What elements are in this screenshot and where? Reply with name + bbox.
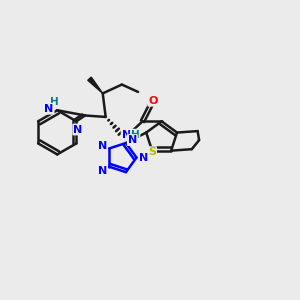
- Text: N: N: [128, 135, 137, 145]
- Text: H: H: [50, 97, 59, 107]
- Text: N: N: [44, 104, 54, 114]
- Text: S: S: [148, 147, 156, 157]
- Text: H: H: [131, 130, 140, 140]
- Text: N: N: [139, 153, 148, 163]
- Text: N: N: [122, 130, 131, 140]
- Text: N: N: [73, 124, 83, 134]
- Polygon shape: [88, 77, 103, 93]
- Text: N: N: [98, 141, 107, 151]
- Text: N: N: [98, 166, 107, 176]
- Text: O: O: [148, 96, 158, 106]
